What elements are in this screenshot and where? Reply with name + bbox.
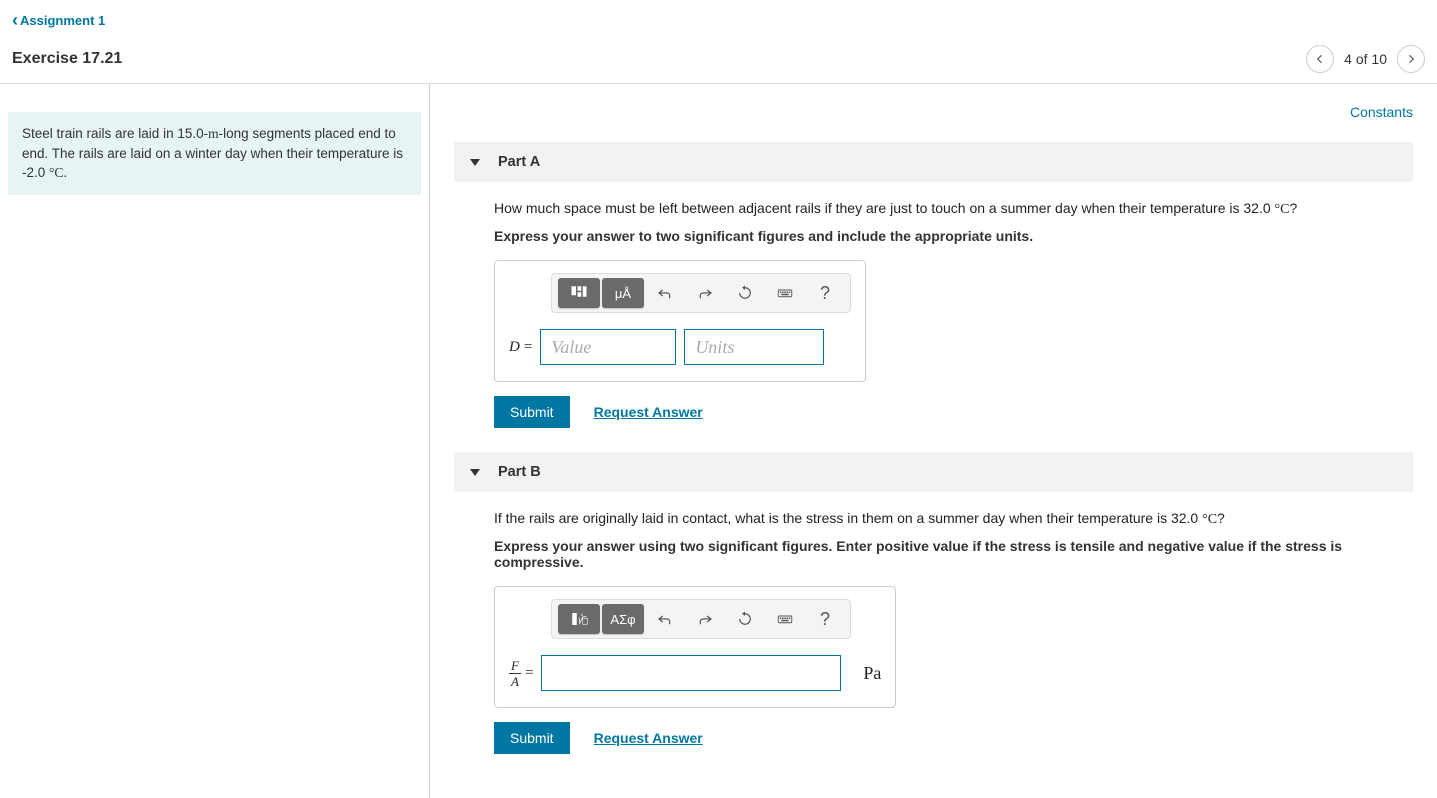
symbols-button[interactable]: ΑΣφ bbox=[602, 604, 644, 634]
part-a-title: Part A bbox=[498, 154, 540, 170]
problem-statement: Steel train rails are laid in 15.0-m-lon… bbox=[8, 112, 421, 195]
keyboard-button[interactable] bbox=[766, 604, 804, 634]
exercise-title: Exercise 17.21 bbox=[12, 50, 122, 68]
redo-button[interactable] bbox=[686, 604, 724, 634]
help-button[interactable]: ? bbox=[806, 604, 844, 634]
constants-link[interactable]: Constants bbox=[1350, 104, 1413, 120]
keyboard-button[interactable] bbox=[766, 278, 804, 308]
next-button[interactable] bbox=[1397, 45, 1425, 73]
reset-button[interactable] bbox=[726, 604, 764, 634]
part-b-var-label: F A = bbox=[509, 659, 533, 688]
caret-down-icon bbox=[470, 469, 480, 476]
problem-column: Steel train rails are laid in 15.0-m-lon… bbox=[0, 84, 430, 798]
part-a-toolbar: μÅ ? bbox=[551, 273, 851, 313]
templates-button[interactable] bbox=[558, 278, 600, 308]
part-a-header[interactable]: Part A bbox=[454, 142, 1413, 182]
part-b-submit-button[interactable]: Submit bbox=[494, 722, 570, 754]
reset-button[interactable] bbox=[726, 278, 764, 308]
part-a-units-input[interactable] bbox=[684, 329, 824, 365]
part-a-instruction: Express your answer to two significant f… bbox=[494, 228, 1413, 244]
help-button[interactable]: ? bbox=[806, 278, 844, 308]
part-b-request-answer-link[interactable]: Request Answer bbox=[594, 730, 703, 746]
part-a-answer-panel: μÅ ? bbox=[494, 260, 866, 382]
part-b-toolbar: x ΑΣφ bbox=[551, 599, 851, 639]
undo-button[interactable] bbox=[646, 604, 684, 634]
part-a-var-label: D= bbox=[509, 339, 532, 356]
part-b-title: Part B bbox=[498, 464, 541, 480]
redo-button[interactable] bbox=[686, 278, 724, 308]
exercise-bar: Exercise 17.21 4 of 10 bbox=[0, 35, 1437, 84]
part-a-request-answer-link[interactable]: Request Answer bbox=[594, 404, 703, 420]
prev-button[interactable] bbox=[1306, 45, 1334, 73]
part-a: Part A How much space must be left betwe… bbox=[454, 142, 1413, 428]
part-a-value-input[interactable] bbox=[540, 329, 676, 365]
part-b-unit-suffix: Pa bbox=[863, 663, 881, 684]
undo-button[interactable] bbox=[646, 278, 684, 308]
part-a-submit-button[interactable]: Submit bbox=[494, 396, 570, 428]
part-b-value-input[interactable] bbox=[541, 655, 841, 691]
caret-down-icon bbox=[470, 159, 480, 166]
back-link[interactable]: Assignment 1 bbox=[12, 10, 105, 31]
part-a-question: How much space must be left between adja… bbox=[494, 200, 1413, 218]
part-b-question: If the rails are originally laid in cont… bbox=[494, 510, 1413, 528]
units-symbols-button[interactable]: μÅ bbox=[602, 278, 644, 308]
part-b-instruction: Express your answer using two significan… bbox=[494, 538, 1413, 570]
part-b-answer-panel: x ΑΣφ bbox=[494, 586, 896, 708]
part-b-header[interactable]: Part B bbox=[454, 452, 1413, 492]
templates-button[interactable]: x bbox=[558, 604, 600, 634]
part-b: Part B If the rails are originally laid … bbox=[454, 452, 1413, 754]
page-counter: 4 of 10 bbox=[1344, 51, 1387, 67]
